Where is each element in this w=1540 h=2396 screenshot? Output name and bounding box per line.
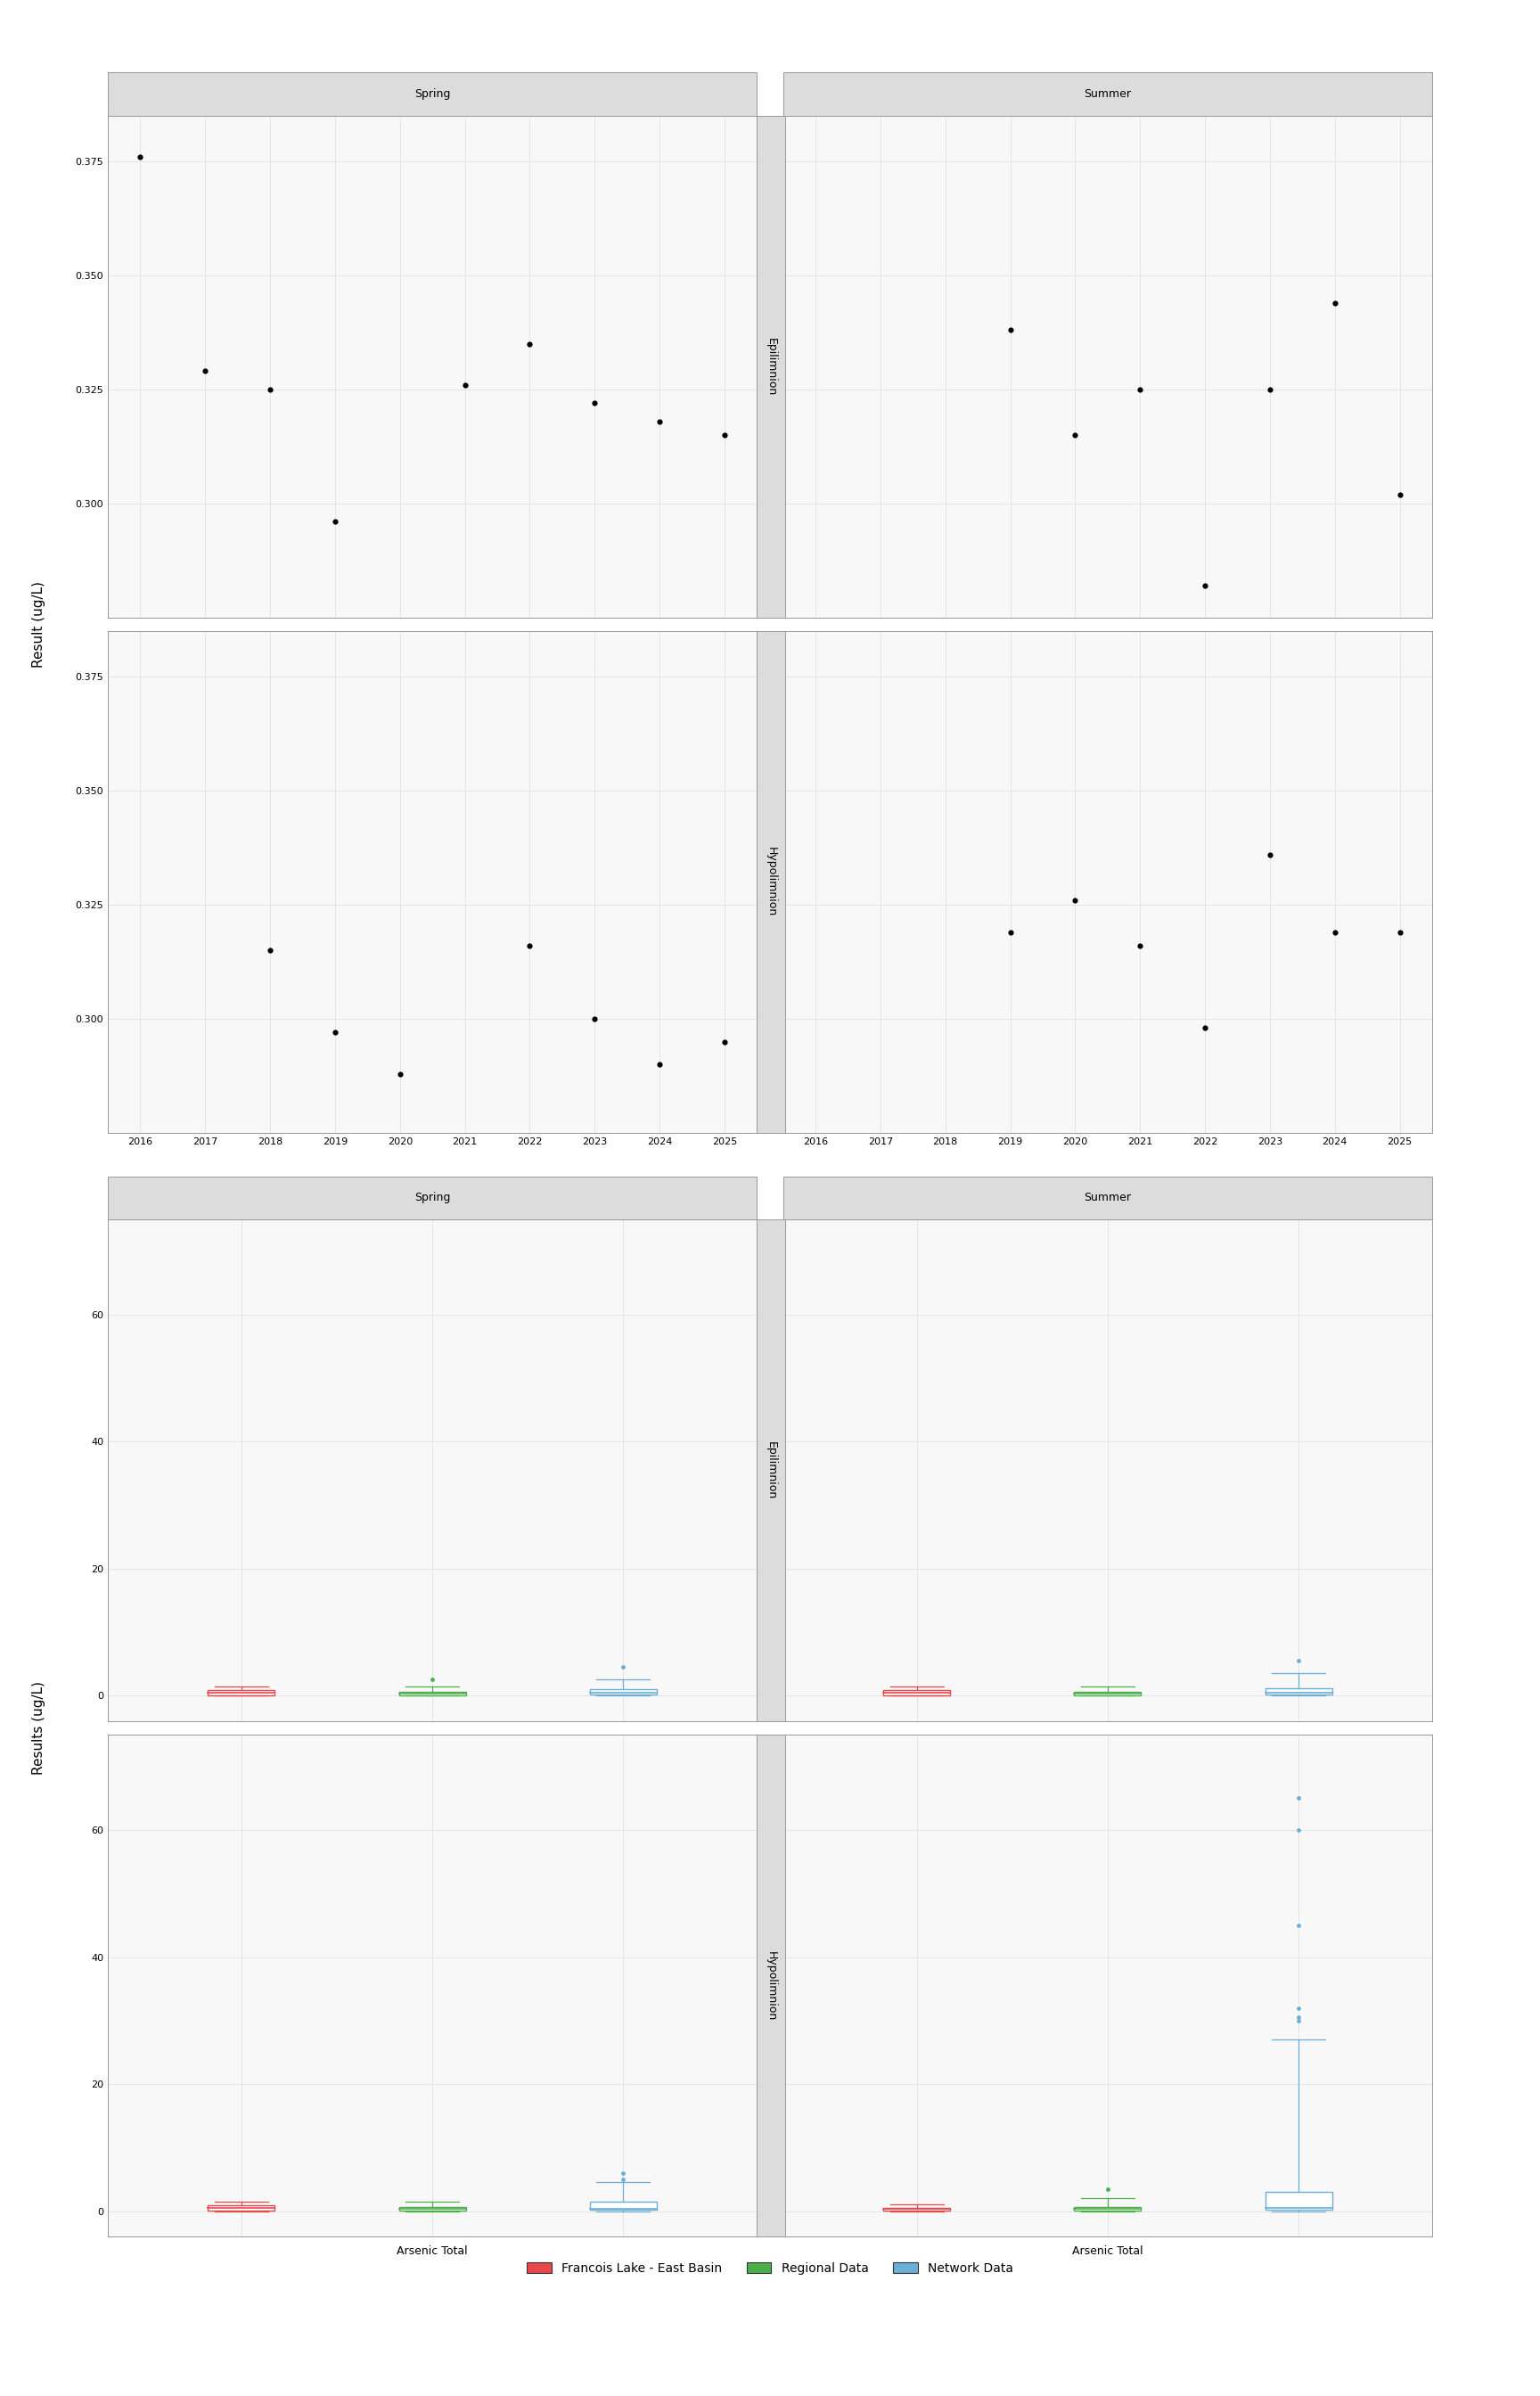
- Bar: [884, 2209, 950, 2212]
- Text: Arsenic Total: Arsenic Total: [108, 81, 253, 98]
- Point: [1258, 836, 1283, 875]
- Bar: [208, 2204, 274, 2212]
- Text: Comparison with Network Data: Comparison with Network Data: [108, 1184, 457, 1203]
- Point: [420, 1660, 445, 1699]
- Point: [257, 371, 282, 410]
- Point: [1192, 565, 1217, 604]
- Point: [1286, 1998, 1311, 2037]
- Bar: [590, 2202, 656, 2209]
- Bar: [1266, 1687, 1332, 1694]
- Point: [1063, 882, 1087, 920]
- Point: [517, 927, 542, 966]
- Point: [1258, 371, 1283, 410]
- Point: [998, 913, 1023, 951]
- Point: [1286, 1641, 1311, 1680]
- Point: [611, 2161, 636, 2200]
- Point: [611, 2154, 636, 2192]
- Bar: [884, 1689, 950, 1694]
- Point: [1286, 2001, 1311, 2039]
- Bar: [1075, 2207, 1141, 2212]
- Point: [1063, 417, 1087, 455]
- Text: Epilimnion: Epilimnion: [765, 1440, 776, 1500]
- Text: Summer: Summer: [1084, 1191, 1132, 1203]
- Point: [1192, 1009, 1217, 1047]
- Bar: [590, 1689, 656, 1694]
- Text: Hypolimnion: Hypolimnion: [765, 1950, 776, 2020]
- Point: [711, 1023, 736, 1061]
- Point: [1323, 913, 1348, 951]
- Point: [1286, 1811, 1311, 1850]
- Point: [323, 503, 348, 541]
- Point: [388, 1054, 413, 1093]
- Point: [582, 999, 607, 1037]
- Point: [192, 352, 217, 391]
- Text: Results (ug/L): Results (ug/L): [32, 1682, 45, 1775]
- Bar: [399, 2207, 465, 2212]
- Point: [1127, 371, 1152, 410]
- Point: [998, 311, 1023, 350]
- Point: [128, 137, 152, 175]
- Point: [582, 383, 607, 422]
- Point: [257, 932, 282, 970]
- Point: [1388, 913, 1412, 951]
- Legend: Francois Lake - East Basin, Regional Data, Network Data: Francois Lake - East Basin, Regional Dat…: [522, 2257, 1018, 2279]
- Point: [517, 323, 542, 362]
- Point: [1286, 1907, 1311, 1946]
- Point: [647, 403, 671, 441]
- Point: [1127, 927, 1152, 966]
- Point: [323, 1014, 348, 1052]
- Point: [611, 1648, 636, 1687]
- Text: Result (ug/L): Result (ug/L): [32, 582, 45, 668]
- Bar: [1075, 1692, 1141, 1694]
- Text: Spring: Spring: [414, 89, 450, 101]
- Point: [453, 367, 477, 405]
- Bar: [208, 1689, 274, 1694]
- Point: [1388, 474, 1412, 513]
- Point: [1286, 1989, 1311, 2027]
- Point: [647, 1045, 671, 1083]
- Text: Hypolimnion: Hypolimnion: [765, 848, 776, 918]
- X-axis label: Arsenic Total: Arsenic Total: [397, 2245, 468, 2257]
- Text: Epilimnion: Epilimnion: [765, 338, 776, 395]
- Bar: [1266, 2192, 1332, 2209]
- Text: Spring: Spring: [414, 1191, 450, 1203]
- Bar: [399, 1692, 465, 1694]
- X-axis label: Arsenic Total: Arsenic Total: [1072, 2245, 1143, 2257]
- Point: [711, 417, 736, 455]
- Point: [1323, 283, 1348, 321]
- Point: [1286, 1780, 1311, 1819]
- Text: Summer: Summer: [1084, 89, 1132, 101]
- Point: [1095, 2171, 1120, 2209]
